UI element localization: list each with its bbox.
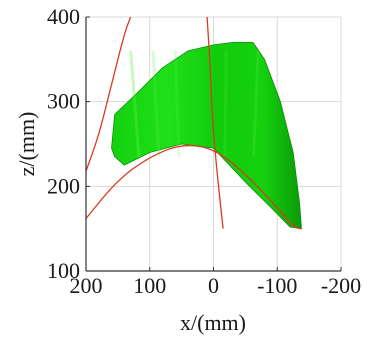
- y-tick-label-2: 300: [47, 89, 80, 114]
- curve-layer: [86, 17, 302, 230]
- x-tick-label-2: 0: [208, 273, 219, 298]
- y-axis-title: z/(mm): [14, 112, 39, 177]
- red-curve-1: [86, 17, 132, 172]
- y-tick-label-3: 400: [47, 4, 80, 29]
- x-tick-label-0: 200: [70, 273, 103, 298]
- surface-shading-3: [223, 50, 228, 157]
- x-tick-label-4: -200: [321, 273, 361, 298]
- red-curve-2: [206, 17, 224, 229]
- surface-shading-1: [151, 50, 161, 157]
- surface-shading-2: [173, 50, 181, 157]
- surface-layer: [111, 42, 302, 230]
- red-curve-0: [86, 144, 302, 230]
- surface-patch-0: [111, 42, 302, 230]
- y-tick-label-1: 200: [47, 173, 80, 198]
- x-axis-title: x/(mm): [180, 310, 246, 335]
- x-tick-label-1: 100: [133, 273, 166, 298]
- x-tick-label-3: -100: [257, 273, 297, 298]
- surface-shading-4: [252, 50, 260, 157]
- axes: [85, 16, 342, 272]
- y-tick-label-0: 100: [47, 258, 80, 283]
- surface-shading-0: [129, 50, 141, 157]
